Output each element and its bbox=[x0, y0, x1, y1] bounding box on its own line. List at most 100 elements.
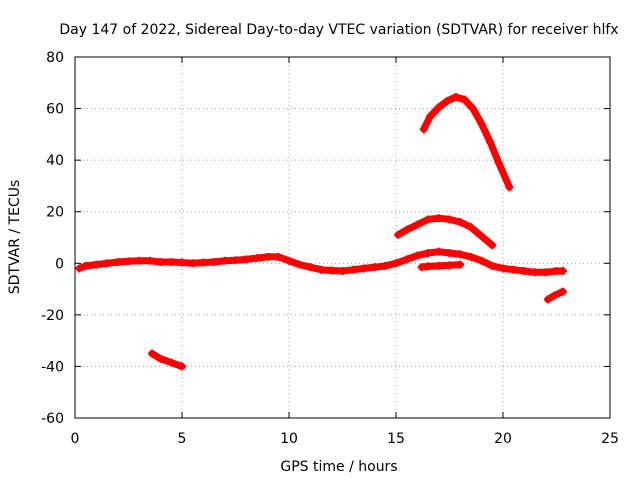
data-point bbox=[394, 230, 403, 239]
data-point bbox=[124, 257, 133, 266]
data-point bbox=[543, 295, 552, 304]
data-point bbox=[445, 248, 454, 257]
data-point bbox=[466, 223, 475, 232]
axis-ticks bbox=[74, 56, 611, 419]
data-point bbox=[445, 215, 454, 224]
data-point bbox=[445, 261, 454, 270]
x-tick-label: 25 bbox=[601, 431, 619, 447]
data-point bbox=[381, 261, 390, 270]
data-point bbox=[477, 256, 486, 265]
data-point bbox=[317, 265, 326, 274]
data-point bbox=[349, 265, 358, 274]
data-point bbox=[113, 257, 122, 266]
data-point bbox=[148, 349, 157, 358]
data-point bbox=[541, 268, 550, 277]
data-point bbox=[413, 220, 422, 229]
x-tick-label: 0 bbox=[71, 431, 80, 447]
data-point bbox=[370, 263, 379, 272]
data-point bbox=[392, 259, 400, 268]
y-tick-label: 0 bbox=[55, 256, 64, 272]
data-point bbox=[81, 261, 90, 270]
data-point bbox=[167, 358, 176, 367]
data-point bbox=[434, 261, 443, 270]
y-tick-label: -40 bbox=[41, 359, 64, 375]
data-point bbox=[338, 267, 347, 276]
y-tick-label: -20 bbox=[41, 308, 64, 324]
data-point bbox=[295, 260, 304, 269]
data-point bbox=[451, 92, 460, 101]
data-point bbox=[135, 256, 144, 265]
data-point bbox=[274, 252, 283, 261]
data-point bbox=[499, 264, 507, 273]
data-point bbox=[456, 250, 465, 259]
y-axis-label: SDTVAR / TECUs bbox=[7, 180, 23, 295]
data-point bbox=[156, 257, 165, 266]
data-point bbox=[413, 251, 422, 260]
data-point bbox=[531, 268, 540, 277]
x-axis-label: GPS time / hours bbox=[280, 459, 397, 475]
data-point bbox=[156, 354, 165, 363]
tick-labels: 0 5 10 15 20 25 -60 -40 -20 0 20 40 60 80 bbox=[41, 50, 619, 447]
data-point bbox=[220, 256, 229, 265]
data-point bbox=[402, 255, 411, 264]
data-point bbox=[505, 183, 514, 192]
grid bbox=[75, 57, 610, 418]
data-point bbox=[434, 103, 443, 112]
x-tick-label: 20 bbox=[494, 431, 512, 447]
data-series bbox=[75, 92, 567, 371]
data-point bbox=[210, 257, 219, 266]
data-point bbox=[263, 252, 272, 261]
data-point bbox=[509, 265, 518, 274]
data-point bbox=[178, 362, 186, 371]
data-point bbox=[199, 258, 208, 267]
data-point bbox=[103, 259, 112, 268]
data-point bbox=[456, 218, 465, 227]
series-segment-3.5-5 bbox=[148, 350, 186, 370]
data-point bbox=[477, 120, 486, 129]
data-point bbox=[426, 112, 435, 121]
x-tick-label: 10 bbox=[280, 431, 298, 447]
data-point bbox=[359, 264, 368, 273]
y-tick-label: -60 bbox=[41, 411, 64, 427]
data-point bbox=[178, 258, 186, 267]
y-tick-label: 60 bbox=[46, 102, 64, 118]
series-arc-16-20 bbox=[420, 93, 513, 191]
data-point bbox=[469, 104, 478, 113]
data-point bbox=[460, 95, 469, 104]
x-tick-label: 5 bbox=[178, 431, 187, 447]
data-point bbox=[402, 225, 411, 234]
plot-frame bbox=[74, 56, 611, 419]
data-point bbox=[92, 260, 101, 269]
data-point bbox=[285, 256, 293, 265]
data-point bbox=[466, 252, 475, 261]
data-point bbox=[486, 138, 495, 147]
data-point bbox=[188, 259, 197, 268]
series-arc-15-19.5 bbox=[394, 214, 496, 249]
data-point bbox=[231, 256, 240, 265]
data-point bbox=[488, 241, 497, 250]
data-point bbox=[167, 257, 176, 266]
data-point bbox=[477, 232, 486, 241]
data-point bbox=[494, 158, 503, 167]
data-point bbox=[75, 264, 84, 273]
data-point bbox=[520, 267, 529, 276]
y-tick-label: 20 bbox=[46, 205, 64, 221]
data-point bbox=[488, 261, 497, 270]
data-point bbox=[558, 287, 567, 296]
data-point bbox=[424, 262, 433, 271]
data-point bbox=[327, 266, 336, 275]
data-point bbox=[550, 291, 559, 300]
data-point bbox=[558, 267, 567, 276]
data-point bbox=[419, 125, 428, 134]
data-point bbox=[443, 96, 452, 105]
data-point bbox=[456, 260, 465, 269]
chart-title: Day 147 of 2022, Sidereal Day-to-day VTE… bbox=[59, 22, 618, 38]
data-point bbox=[424, 215, 433, 224]
data-point bbox=[306, 263, 315, 272]
data-point bbox=[424, 248, 433, 257]
data-point bbox=[242, 255, 251, 264]
x-tick-label: 15 bbox=[387, 431, 405, 447]
data-point bbox=[434, 247, 443, 256]
data-point bbox=[145, 256, 154, 265]
